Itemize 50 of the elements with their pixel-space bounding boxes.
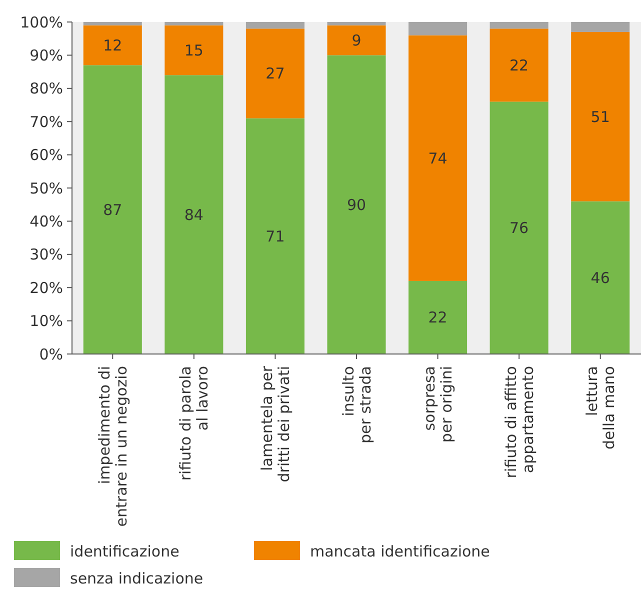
data-label: 90 bbox=[346, 196, 366, 214]
bar bbox=[571, 22, 630, 32]
bar bbox=[408, 22, 468, 36]
y-tick-label: 50% bbox=[30, 179, 63, 198]
data-label: 76 bbox=[510, 219, 529, 238]
y-tick-label: 70% bbox=[30, 112, 63, 131]
y-tick-label: 30% bbox=[30, 246, 63, 264]
bar bbox=[327, 55, 386, 354]
bar bbox=[164, 22, 224, 26]
data-label: 27 bbox=[266, 64, 285, 83]
y-tick-label: 100% bbox=[20, 13, 63, 32]
data-label: 71 bbox=[266, 227, 285, 246]
data-label: 74 bbox=[428, 149, 448, 168]
y-tick-label: 60% bbox=[30, 146, 63, 164]
data-label: 12 bbox=[103, 36, 122, 54]
data-label: 22 bbox=[428, 308, 448, 327]
bar bbox=[83, 22, 142, 26]
data-label: 9 bbox=[352, 32, 362, 50]
y-tick-label: 10% bbox=[30, 312, 63, 330]
x-tick-label: impedimento di entrare in un negozio bbox=[95, 366, 130, 527]
legend-label: mancata identificazione bbox=[310, 542, 490, 560]
bar bbox=[490, 102, 548, 354]
bar bbox=[408, 280, 468, 354]
data-label: 87 bbox=[103, 200, 122, 219]
data-label: 15 bbox=[184, 41, 204, 60]
bar bbox=[571, 201, 630, 354]
data-label: 51 bbox=[590, 108, 610, 126]
data-label: 84 bbox=[184, 206, 204, 224]
y-tick-label: 90% bbox=[30, 46, 63, 64]
bar bbox=[83, 25, 142, 66]
legend-label: senza indicazione bbox=[70, 569, 204, 588]
data-label: 46 bbox=[590, 268, 610, 287]
y-tick-label: 40% bbox=[30, 212, 63, 230]
y-tick-label: 80% bbox=[30, 80, 63, 98]
bar bbox=[490, 28, 548, 102]
y-tick-label: 20% bbox=[30, 278, 63, 297]
data-label: 22 bbox=[510, 56, 529, 74]
bar bbox=[327, 25, 386, 56]
bar bbox=[408, 35, 468, 281]
bar bbox=[327, 22, 386, 26]
bar bbox=[571, 32, 630, 202]
bar bbox=[164, 25, 224, 76]
bar bbox=[83, 65, 142, 354]
y-tick-label: 0% bbox=[39, 345, 63, 364]
bar bbox=[246, 118, 304, 354]
bar bbox=[490, 22, 548, 29]
bar bbox=[246, 22, 304, 29]
bar bbox=[164, 75, 224, 354]
bar bbox=[246, 28, 304, 118]
legend-label: identificazione bbox=[70, 542, 180, 560]
